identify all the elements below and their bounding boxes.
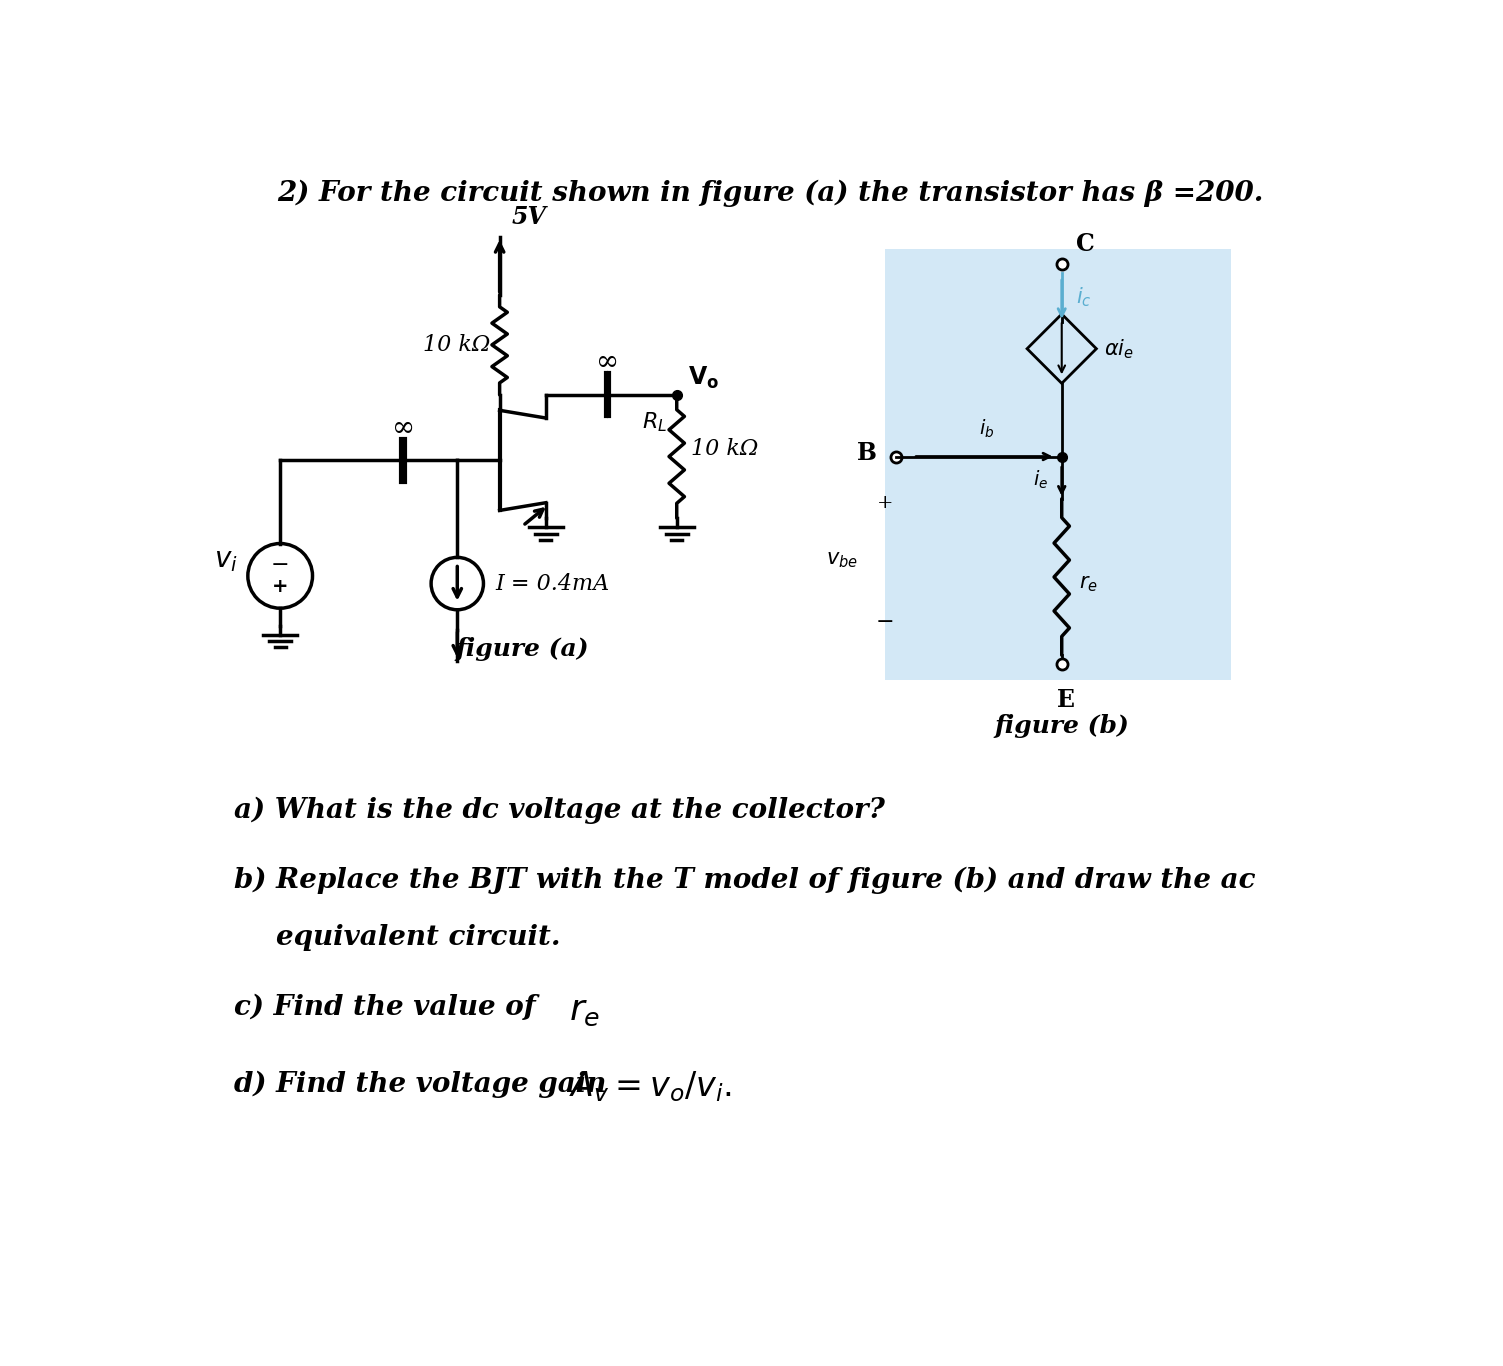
Text: 10 kΩ: 10 kΩ xyxy=(422,333,490,357)
Text: d) Find the voltage gain: d) Find the voltage gain xyxy=(234,1071,616,1098)
Text: $v_i$: $v_i$ xyxy=(213,546,237,574)
Text: a) What is the dc voltage at the collector?: a) What is the dc voltage at the collect… xyxy=(234,796,885,825)
Text: 5V: 5V xyxy=(511,205,546,229)
Text: 10 kΩ: 10 kΩ xyxy=(690,438,758,460)
Text: $v_{be}$: $v_{be}$ xyxy=(825,550,858,570)
Text: $A_v = v_o/v_i.$: $A_v = v_o/v_i.$ xyxy=(570,1070,732,1104)
Text: +: + xyxy=(876,493,893,512)
Text: −: − xyxy=(875,611,894,632)
Text: figure (a): figure (a) xyxy=(455,637,589,661)
Text: equivalent circuit.: equivalent circuit. xyxy=(277,925,561,951)
Text: 2) For the circuit shown in figure (a) the transistor has β =200.: 2) For the circuit shown in figure (a) t… xyxy=(277,179,1263,206)
FancyBboxPatch shape xyxy=(885,249,1231,680)
Text: $r_e$: $r_e$ xyxy=(570,994,600,1029)
Text: +: + xyxy=(272,578,289,596)
Text: −: − xyxy=(271,555,290,575)
Text: ∞: ∞ xyxy=(392,414,415,441)
Text: c) Find the value of: c) Find the value of xyxy=(234,993,546,1020)
Text: figure (b): figure (b) xyxy=(995,714,1129,738)
Text: B: B xyxy=(857,441,876,464)
Text: $r_e$: $r_e$ xyxy=(1079,575,1097,594)
Text: $i_b$: $i_b$ xyxy=(978,417,993,440)
Text: E: E xyxy=(1057,687,1075,712)
Text: b) Replace the BJT with the T model of figure (b) and draw the ac: b) Replace the BJT with the T model of f… xyxy=(234,866,1255,893)
Text: $i_c$: $i_c$ xyxy=(1076,285,1091,309)
Text: C: C xyxy=(1076,232,1094,257)
Text: $i_e$: $i_e$ xyxy=(1033,469,1048,490)
Text: ∞: ∞ xyxy=(595,350,619,376)
Text: I = 0.4mA: I = 0.4mA xyxy=(496,572,610,594)
Text: $R_L$: $R_L$ xyxy=(642,410,667,433)
Text: $\mathbf{V_o}$: $\mathbf{V_o}$ xyxy=(688,365,720,391)
Text: $\alpha i_e$: $\alpha i_e$ xyxy=(1105,337,1133,361)
